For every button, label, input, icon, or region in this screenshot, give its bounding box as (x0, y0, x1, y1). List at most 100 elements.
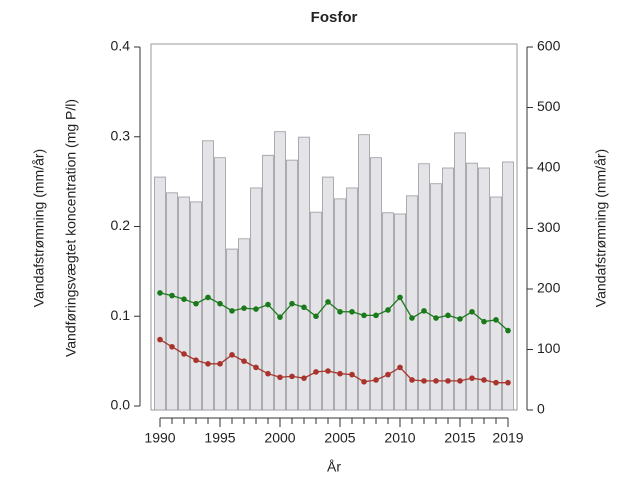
bar (286, 159, 298, 411)
x-tick-label: 2015 (444, 430, 475, 446)
y2-axis-label: Vandafstrømning (mm/år) (593, 149, 609, 307)
point (361, 378, 367, 385)
point (325, 299, 331, 305)
point (205, 361, 211, 367)
point (193, 300, 199, 307)
bar (310, 211, 322, 411)
y-tick-label: 0.4 (111, 38, 131, 54)
point (373, 377, 379, 383)
bar (274, 131, 286, 411)
point (385, 307, 391, 313)
point (301, 304, 307, 311)
point (157, 336, 163, 343)
point (289, 300, 295, 307)
y-axis-label: Vandføringsvægtet koncentration (mg P/l) (63, 99, 79, 357)
y2-tick-label: 400 (537, 159, 561, 175)
chart-title: Fosfor (311, 9, 358, 26)
point (397, 364, 403, 371)
plot-frame (150, 43, 518, 411)
bar (442, 167, 454, 411)
point (337, 370, 343, 377)
bar (298, 136, 310, 411)
point (193, 357, 199, 364)
y2-tick-label: 600 (537, 38, 561, 54)
point (385, 371, 391, 378)
bar (358, 134, 370, 411)
bar (226, 248, 238, 411)
bar (238, 238, 250, 411)
point (469, 308, 475, 315)
point (373, 312, 379, 319)
y-tick-label: 0.1 (111, 307, 131, 323)
point (457, 378, 463, 384)
bar (334, 198, 346, 411)
point (397, 294, 403, 301)
point (169, 343, 175, 350)
point (205, 294, 211, 301)
y2-tick-label: 500 (537, 98, 561, 114)
y2-tick-label: 200 (537, 280, 561, 296)
point (505, 327, 511, 334)
y2-tick-label: 300 (537, 219, 561, 235)
bar (418, 163, 430, 411)
point (469, 375, 475, 381)
point (433, 315, 439, 321)
point (169, 292, 175, 299)
bar (166, 192, 178, 411)
bar (322, 176, 334, 411)
point (217, 361, 223, 367)
y2-tick-label: 0 (537, 401, 545, 417)
point (349, 371, 355, 378)
point (217, 300, 223, 307)
bar (262, 154, 274, 411)
point (289, 373, 295, 380)
bar (478, 167, 490, 411)
x-tick-label: 1995 (204, 430, 235, 446)
point (301, 375, 307, 381)
point (313, 313, 319, 320)
point (253, 364, 259, 371)
point (457, 316, 463, 322)
y2-tick-label: 100 (537, 340, 561, 356)
x-axis-label: År (327, 459, 341, 475)
bar (202, 140, 214, 411)
bar (490, 196, 502, 411)
point (421, 378, 427, 384)
point (409, 315, 415, 321)
x-tick-label: 1990 (144, 430, 175, 446)
point (265, 370, 271, 377)
x-tick-label: 2005 (324, 430, 355, 446)
point (265, 301, 271, 308)
point (493, 317, 499, 323)
point (349, 308, 355, 315)
point (229, 308, 235, 314)
y-axis-outer-label: Vandafstrømning (mm/år) (31, 149, 47, 307)
bar (214, 157, 226, 411)
point (481, 377, 487, 383)
point (481, 318, 487, 325)
point (493, 379, 499, 386)
point (409, 377, 415, 383)
bar (430, 183, 442, 411)
bar (178, 196, 190, 411)
y-tick-label: 0.0 (111, 397, 131, 413)
point (181, 351, 187, 357)
point (445, 378, 451, 384)
x-tick-label: 2010 (384, 430, 415, 446)
bar (250, 187, 262, 411)
point (277, 374, 283, 381)
point (361, 312, 367, 319)
bar (406, 195, 418, 411)
point (241, 305, 247, 311)
point (277, 314, 283, 320)
bar (466, 162, 478, 411)
point (313, 369, 319, 375)
point (433, 378, 439, 384)
point (157, 290, 163, 296)
point (181, 296, 187, 302)
point (229, 352, 235, 358)
x-tick-label: 2000 (264, 430, 295, 446)
bar (346, 187, 358, 411)
point (445, 312, 451, 319)
